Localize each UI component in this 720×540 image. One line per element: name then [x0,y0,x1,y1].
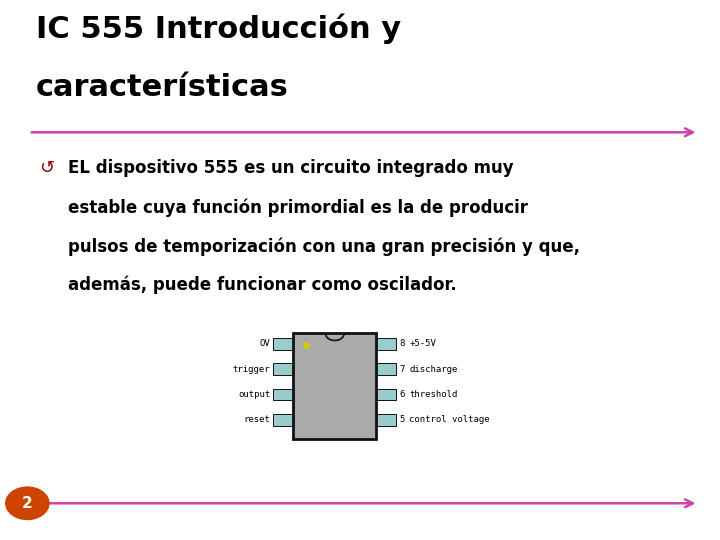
Text: 7: 7 [400,364,405,374]
Text: reset: reset [243,415,271,424]
Bar [274,363,294,375]
Circle shape [6,487,49,519]
Bar [377,338,397,350]
Bar [274,389,294,401]
Text: 3: 3 [300,390,305,399]
Text: 2: 2 [22,496,32,511]
Text: threshold: threshold [410,390,458,399]
Text: además, puede funcionar como oscilador.: además, puede funcionar como oscilador. [68,276,457,294]
Text: 1: 1 [300,340,305,348]
Text: +5-5V: +5-5V [410,340,436,348]
Text: control voltage: control voltage [410,415,490,424]
Text: 8: 8 [400,340,405,348]
Bar [274,414,294,426]
Bar [377,363,397,375]
Text: discharge: discharge [410,364,458,374]
Text: 2: 2 [300,364,305,374]
Text: 6: 6 [400,390,405,399]
Bar [274,338,294,350]
Text: 5: 5 [400,415,405,424]
Bar [294,334,377,438]
Text: trigger: trigger [233,364,271,374]
Text: output: output [238,390,271,399]
Text: ↺: ↺ [40,159,55,177]
Text: 4: 4 [300,415,305,424]
Text: características: características [36,73,289,102]
Bar [377,389,397,401]
Text: pulsos de temporización con una gran precisión y que,: pulsos de temporización con una gran pre… [68,237,580,255]
Bar [377,414,397,426]
Text: estable cuya función primordial es la de producir: estable cuya función primordial es la de… [68,198,528,217]
Text: IC 555 Introducción y: IC 555 Introducción y [36,14,401,44]
Text: EL dispositivo 555 es un circuito integrado muy: EL dispositivo 555 es un circuito integr… [68,159,514,177]
Text: OV: OV [260,340,271,348]
